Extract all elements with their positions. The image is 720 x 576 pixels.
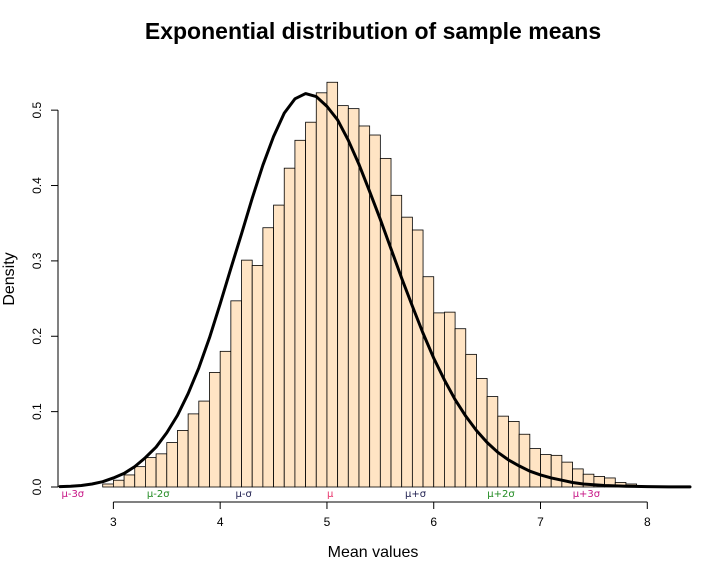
- density-curve: [58, 92, 692, 489]
- histogram-bar: [198, 400, 210, 488]
- sigma-markers: μ-3σ μ-2σ μ-σ μ μ+σ μ+2σ μ+3σ: [61, 489, 600, 500]
- histogram-bar: [529, 448, 541, 488]
- histogram-bar: [379, 157, 392, 488]
- y-axis: 0.0 0.1 0.2 0.3 0.4 0.5: [30, 101, 59, 495]
- histogram-bar: [251, 265, 264, 488]
- sigma-marker-label: μ+σ: [405, 489, 427, 500]
- histogram-bar: [209, 372, 221, 488]
- histogram-bar: [518, 433, 531, 488]
- histogram-bar: [390, 194, 403, 488]
- histogram-bar: [433, 312, 445, 488]
- x-tick-label: 4: [217, 515, 224, 529]
- histogram-bar: [347, 108, 360, 488]
- density-curve-layer: [58, 92, 692, 489]
- histogram-bar: [134, 466, 146, 488]
- sigma-marker-label: μ-σ: [236, 489, 253, 500]
- histogram-bar: [326, 81, 339, 488]
- histogram-bar: [112, 479, 125, 488]
- histogram-bar: [294, 139, 307, 488]
- histogram-bar: [166, 442, 178, 488]
- histogram-bar: [123, 474, 136, 488]
- x-tick-label: 6: [430, 515, 437, 529]
- histogram-bar: [369, 134, 381, 488]
- x-tick-label: 7: [537, 515, 544, 529]
- histogram-bar: [422, 276, 435, 488]
- y-tick-label: 0.5: [30, 101, 44, 118]
- histogram-bars: [102, 81, 638, 488]
- sigma-marker-label: μ-3σ: [61, 489, 84, 500]
- histogram-bar: [305, 121, 317, 488]
- histogram-bar: [230, 300, 242, 488]
- y-tick-label: 0.3: [30, 252, 44, 269]
- histogram-bar: [262, 227, 274, 488]
- histogram-bar: [177, 430, 189, 488]
- histogram-bar: [411, 229, 424, 488]
- histogram-bar: [497, 415, 509, 488]
- histogram-bar: [508, 421, 520, 488]
- histogram-bar: [155, 453, 168, 488]
- chart-title: Exponential distribution of sample means: [145, 18, 601, 44]
- histogram-bar: [401, 216, 413, 488]
- histogram-bar: [315, 92, 328, 488]
- y-tick-label: 0.1: [30, 403, 44, 420]
- histogram-bar: [102, 483, 114, 488]
- sigma-marker-label: μ+2σ: [487, 489, 515, 500]
- sigma-marker-label: μ+3σ: [573, 489, 601, 500]
- histogram-bar: [486, 396, 499, 488]
- histogram-bar: [540, 454, 552, 488]
- histogram-bar: [273, 204, 285, 488]
- histogram-bar: [550, 454, 563, 488]
- histogram-bar: [145, 457, 157, 488]
- y-tick-label: 0.4: [30, 177, 44, 194]
- y-tick-label: 0.0: [30, 478, 44, 495]
- x-axis-label: Mean values: [328, 544, 419, 561]
- sigma-marker-label: μ: [327, 489, 334, 500]
- y-tick-label: 0.2: [30, 328, 44, 345]
- histogram-bar: [187, 413, 200, 488]
- x-tick-label: 8: [644, 515, 651, 529]
- x-tick-label: 3: [110, 515, 117, 529]
- histogram-bar: [283, 167, 296, 488]
- histogram-bar: [219, 350, 232, 488]
- histogram-bar: [241, 259, 253, 488]
- histogram-bar: [337, 105, 349, 488]
- x-axis: 3 4 5 6 7 8: [110, 501, 651, 529]
- x-tick-label: 5: [324, 515, 331, 529]
- sigma-marker-label: μ-2σ: [147, 489, 170, 500]
- y-axis-label: Density: [1, 252, 18, 305]
